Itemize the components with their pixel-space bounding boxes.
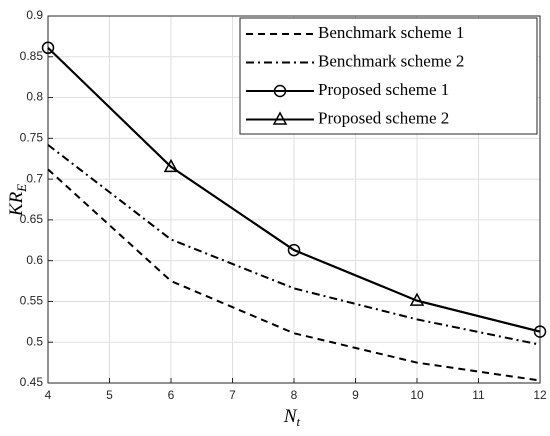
marker-triangle: [163, 158, 179, 173]
x-label-main: N: [283, 406, 298, 427]
legend-label: Benchmark scheme 2: [318, 51, 464, 70]
legend-label: Proposed scheme 1: [318, 80, 449, 99]
x-label-sub: t: [297, 414, 301, 429]
x-tick-label: 9: [352, 388, 359, 402]
marker-circle: [287, 243, 301, 257]
y-label-sub: E: [14, 184, 29, 193]
y-tick-label: 0.75: [20, 131, 44, 145]
y-tick-label: 0.6: [26, 253, 43, 267]
y-axis-label: KRE: [6, 184, 29, 217]
marker-circle: [533, 325, 547, 338]
legend-marker: [273, 84, 287, 98]
y-tick-label: 0.8: [26, 90, 43, 104]
x-tick-label: 4: [45, 388, 52, 402]
legend-box: [239, 17, 538, 135]
x-axis-label: Nt: [283, 406, 301, 429]
x-tick-label: 8: [291, 388, 298, 402]
series-line: [47, 144, 541, 346]
legend-label: Proposed scheme 2: [318, 108, 449, 127]
y-tick-label: 0.55: [20, 294, 44, 308]
x-tick-label: 11: [472, 388, 485, 402]
axes-box: [47, 15, 541, 384]
y-tick-label: 0.65: [20, 212, 44, 226]
y-tick-label: 0.5: [26, 334, 43, 348]
y-axis-label-group: KRE: [6, 184, 29, 217]
legend-marker: [272, 111, 288, 125]
marker-triangle: [409, 292, 425, 306]
x-tick-label: 5: [106, 388, 113, 402]
y-tick-label: 0.85: [20, 49, 44, 63]
x-tick-label: 7: [229, 388, 236, 402]
y-tick-label: 0.7: [26, 171, 43, 185]
marker-circle: [41, 41, 55, 55]
legend: Benchmark scheme 1 Benchmark scheme 2 Prop…: [239, 17, 538, 135]
y-tick-label: 0.9: [26, 8, 43, 22]
series-line: [47, 47, 541, 333]
x-tick-label: 12: [533, 388, 547, 402]
x-tick-label: 10: [410, 388, 424, 402]
legend-label: Benchmark scheme 1: [318, 23, 464, 42]
x-tick-label: 6: [168, 388, 175, 402]
y-label-main: KR: [6, 191, 27, 217]
series-line: [47, 168, 541, 382]
y-tick-label: 0.45: [20, 375, 44, 389]
